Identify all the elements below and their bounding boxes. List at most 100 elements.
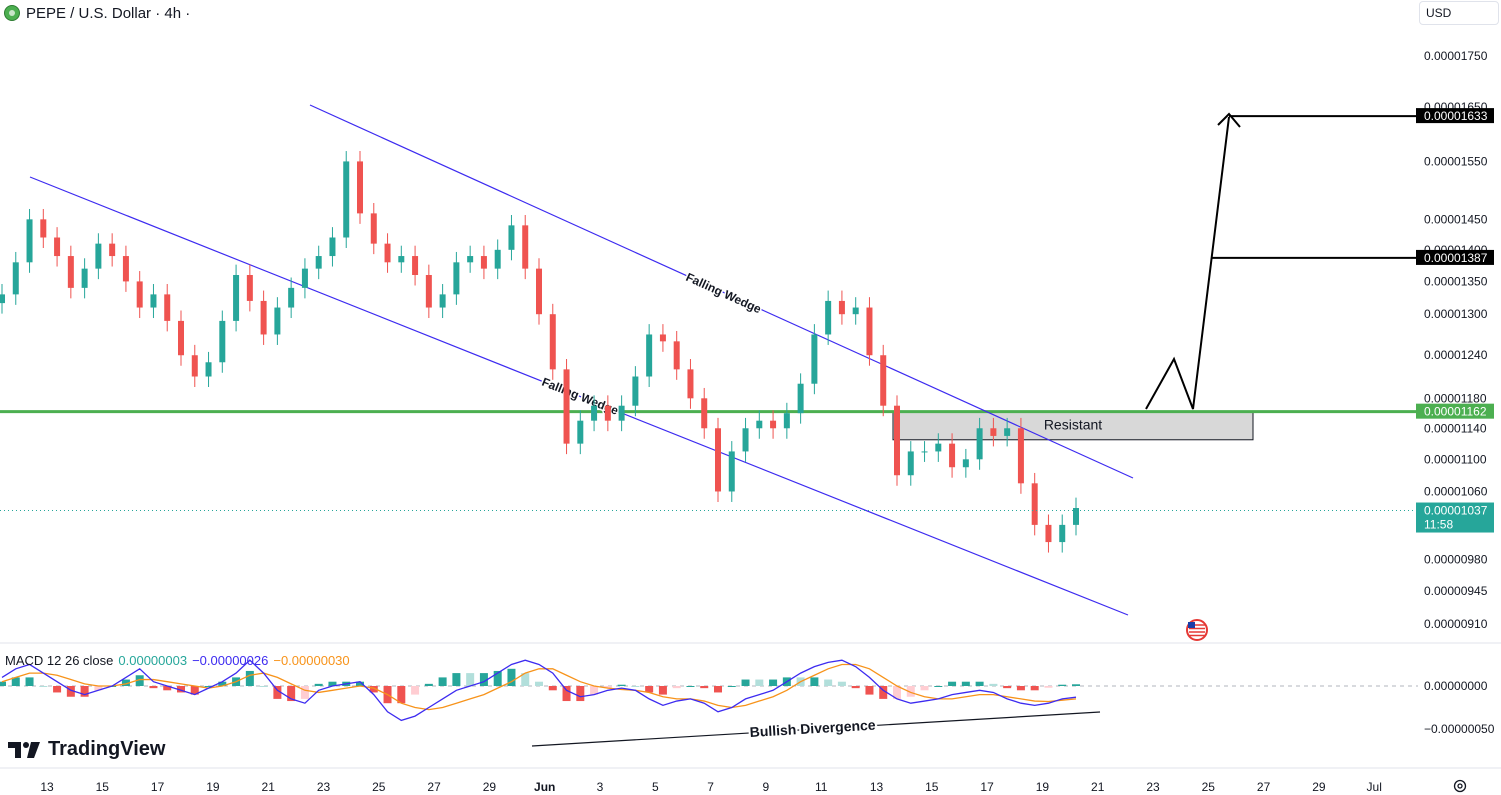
price-axis-tick: 0.00001240 bbox=[1424, 348, 1488, 362]
candle-body bbox=[935, 443, 942, 452]
candle-body bbox=[219, 320, 226, 363]
time-axis-tick: 17 bbox=[151, 780, 165, 794]
candle-body bbox=[467, 256, 474, 263]
time-axis-tick: 29 bbox=[1312, 780, 1326, 794]
price-tag-resistance: 0.00001162 bbox=[1424, 405, 1487, 419]
macd-histogram-bar bbox=[11, 677, 20, 686]
macd-histogram-bar bbox=[163, 686, 172, 691]
candle-body bbox=[990, 428, 997, 436]
resistant-zone-label: Resistant bbox=[1044, 417, 1102, 433]
candle-body bbox=[728, 451, 735, 492]
currency-selector[interactable]: USD bbox=[1419, 1, 1499, 25]
wedge-upper-line bbox=[309, 104, 1134, 479]
macd-histogram-bar bbox=[686, 686, 695, 687]
candle-body bbox=[1073, 508, 1079, 525]
price-axis-tick: 0.00000910 bbox=[1424, 617, 1488, 631]
price-tag-target-mid-bg bbox=[1416, 249, 1494, 265]
time-axis-tick: 19 bbox=[1036, 780, 1050, 794]
macd-histogram-bar bbox=[562, 686, 571, 702]
candle-body bbox=[687, 369, 694, 399]
macd-histogram-bar bbox=[631, 686, 640, 687]
macd-histogram-bar bbox=[121, 679, 130, 686]
macd-histogram-bar bbox=[300, 686, 309, 699]
candle-body bbox=[1017, 428, 1024, 484]
candle-body bbox=[1045, 524, 1052, 543]
macd-histogram-bar bbox=[548, 686, 557, 691]
macd-histogram-bar bbox=[466, 673, 475, 686]
bullish-divergence-label: Bullish Divergence bbox=[749, 717, 876, 740]
price-axis-tick: 0.00001140 bbox=[1424, 421, 1487, 435]
chart-header: PEPE / U.S. Dollar · 4h · bbox=[4, 2, 190, 24]
tradingview-logo-icon bbox=[8, 741, 40, 758]
candle-body bbox=[522, 225, 529, 269]
candle-body bbox=[150, 294, 157, 308]
macd-histogram-bar bbox=[411, 686, 420, 695]
candle-body bbox=[40, 219, 47, 238]
falling-wedge-label-upper: Falling Wedge bbox=[684, 270, 764, 316]
macd-histogram-bar bbox=[741, 679, 750, 686]
macd-histogram-bar bbox=[66, 686, 75, 697]
price-tag-target-mid: 0.00001387 bbox=[1424, 251, 1488, 265]
macd-histogram-bar bbox=[245, 670, 254, 686]
macd-histogram-bar bbox=[769, 679, 778, 686]
macd-histogram-bar bbox=[80, 686, 89, 697]
macd-histogram-bar bbox=[617, 684, 626, 686]
time-axis-tick: 25 bbox=[1202, 780, 1216, 794]
candle-body bbox=[591, 405, 598, 421]
macd-histogram-bar bbox=[521, 673, 530, 686]
macd-histogram-bar bbox=[824, 679, 833, 686]
macd-histogram-value: 0.00000003 bbox=[118, 653, 188, 668]
macd-histogram-bar bbox=[190, 686, 199, 695]
time-axis-tick: Jun bbox=[534, 780, 555, 794]
candle-body bbox=[632, 376, 639, 406]
price-tag-target-high: 0.00001633 bbox=[1424, 109, 1488, 123]
projection-path bbox=[1145, 116, 1230, 410]
candle-body bbox=[1004, 428, 1011, 436]
candle-body bbox=[0, 294, 5, 304]
bullish-divergence-line bbox=[531, 711, 1101, 747]
time-axis-tick: 9 bbox=[763, 780, 770, 794]
candle-body bbox=[838, 300, 845, 315]
candle-body bbox=[164, 294, 171, 321]
time-axis-tick: 21 bbox=[1091, 780, 1105, 794]
time-axis-tick: 3 bbox=[597, 780, 604, 794]
candle-body bbox=[274, 307, 281, 335]
time-axis-tick: 25 bbox=[372, 780, 386, 794]
symbol-title[interactable]: PEPE / U.S. Dollar · 4h · bbox=[26, 4, 191, 22]
tradingview-logo[interactable]: TradingView bbox=[8, 738, 165, 761]
macd-histogram-bar bbox=[975, 681, 984, 686]
candle-body bbox=[577, 420, 584, 444]
candle-body bbox=[770, 420, 777, 429]
macd-line bbox=[1, 659, 1077, 722]
macd-histogram-bar bbox=[658, 686, 667, 695]
candle-body bbox=[95, 243, 102, 269]
candle-body bbox=[646, 334, 653, 377]
price-axis-tick: 0.00001180 bbox=[1424, 391, 1487, 405]
candle-body bbox=[425, 275, 432, 308]
macd-histogram-bar bbox=[603, 686, 612, 689]
macd-legend-label: MACD 12 26 close bbox=[5, 653, 114, 668]
candle-body bbox=[949, 443, 956, 468]
candle-body bbox=[825, 300, 832, 335]
price-tag-target-high-bg bbox=[1416, 108, 1494, 124]
macd-histogram-bar bbox=[879, 686, 888, 699]
candle-body bbox=[797, 383, 804, 414]
macd-histogram-bar bbox=[1044, 686, 1053, 688]
macd-histogram-bar bbox=[259, 686, 268, 687]
macd-histogram-bar bbox=[1058, 684, 1067, 686]
candle-body bbox=[329, 237, 336, 257]
candle-body bbox=[1031, 483, 1038, 525]
macd-histogram-bar bbox=[934, 686, 943, 687]
candle-body bbox=[191, 355, 198, 377]
gear-icon[interactable] bbox=[1452, 778, 1468, 794]
price-axis-tick: 0.00001060 bbox=[1424, 484, 1488, 498]
candle-body bbox=[136, 281, 143, 308]
macd-histogram-bar bbox=[94, 686, 103, 691]
macd-histogram-bar bbox=[218, 681, 227, 686]
macd-histogram-bar bbox=[948, 681, 957, 686]
macd-axis-tick: 0.00000000 bbox=[1424, 679, 1488, 693]
macd-histogram-bar bbox=[755, 679, 764, 686]
macd-histogram-bar bbox=[328, 681, 337, 686]
macd-histogram-bar bbox=[273, 686, 282, 699]
